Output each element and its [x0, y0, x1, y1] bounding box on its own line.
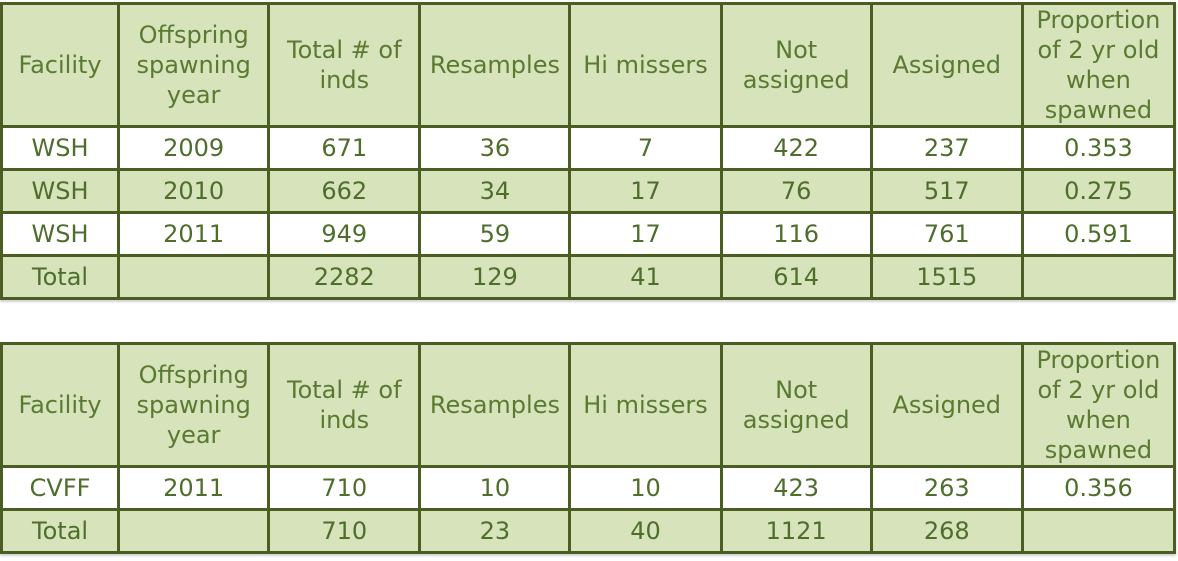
table-row: WSH 2009 671 36 7 422 237 0.353	[0, 125, 1177, 171]
cell-facility: CVFF	[0, 465, 121, 511]
total-hi-missers: 40	[568, 508, 723, 554]
total-proportion	[1020, 508, 1177, 554]
header-proportion: Proportion of 2 yr old when spawned	[1020, 342, 1177, 468]
total-assigned: 1515	[869, 254, 1024, 300]
cell-hi-missers: 17	[568, 211, 723, 257]
header-row: Facility Offspring spawning year Total #…	[0, 342, 1177, 468]
header-hi-missers: Hi missers	[568, 2, 723, 128]
header-facility: Facility	[0, 342, 121, 468]
total-resamples: 23	[418, 508, 572, 554]
header-assigned: Assigned	[869, 2, 1024, 128]
header-resamples: Resamples	[418, 342, 572, 468]
cell-resamples: 36	[418, 125, 572, 171]
cell-hi-missers: 10	[568, 465, 723, 511]
cell-proportion: 0.275	[1020, 168, 1177, 214]
header-facility: Facility	[0, 2, 121, 128]
cell-assigned: 263	[869, 465, 1024, 511]
total-label: Total	[0, 254, 121, 300]
cell-total-inds: 671	[267, 125, 422, 171]
cell-total-inds: 949	[267, 211, 422, 257]
table-row: WSH 2010 662 34 17 76 517 0.275	[0, 168, 1177, 214]
total-proportion	[1020, 254, 1177, 300]
cell-facility: WSH	[0, 125, 121, 171]
header-spawning-year: Offspring spawning year	[117, 2, 271, 128]
header-assigned: Assigned	[869, 342, 1024, 468]
cell-year: 2011	[117, 465, 271, 511]
cell-proportion: 0.356	[1020, 465, 1177, 511]
cell-facility: WSH	[0, 168, 121, 214]
cell-proportion: 0.591	[1020, 211, 1177, 257]
header-resamples: Resamples	[418, 2, 572, 128]
cell-year: 2010	[117, 168, 271, 214]
total-inds: 2282	[267, 254, 422, 300]
total-label: Total	[0, 508, 121, 554]
cell-resamples: 34	[418, 168, 572, 214]
total-assigned: 268	[869, 508, 1024, 554]
cell-proportion: 0.353	[1020, 125, 1177, 171]
cell-not-assigned: 76	[719, 168, 873, 214]
cell-assigned: 517	[869, 168, 1024, 214]
cell-total-inds: 662	[267, 168, 422, 214]
header-hi-missers: Hi missers	[568, 342, 723, 468]
total-year	[117, 254, 271, 300]
cell-not-assigned: 422	[719, 125, 873, 171]
total-inds: 710	[267, 508, 422, 554]
cell-not-assigned: 423	[719, 465, 873, 511]
total-not-assigned: 1121	[719, 508, 873, 554]
header-proportion: Proportion of 2 yr old when spawned	[1020, 2, 1177, 128]
cell-resamples: 10	[418, 465, 572, 511]
total-resamples: 129	[418, 254, 572, 300]
cell-assigned: 237	[869, 125, 1024, 171]
table-row: CVFF 2011 710 10 10 423 263 0.356	[0, 465, 1177, 511]
table-row: WSH 2011 949 59 17 116 761 0.591	[0, 211, 1177, 257]
cell-hi-missers: 7	[568, 125, 723, 171]
cell-not-assigned: 116	[719, 211, 873, 257]
header-spawning-year: Offspring spawning year	[117, 342, 271, 468]
total-not-assigned: 614	[719, 254, 873, 300]
table-cvff: Facility Offspring spawning year Total #…	[0, 342, 1177, 554]
cell-facility: WSH	[0, 211, 121, 257]
header-not-assigned: Not assigned	[719, 2, 873, 128]
total-year	[117, 508, 271, 554]
header-total-inds: Total # of inds	[267, 2, 422, 128]
cell-total-inds: 710	[267, 465, 422, 511]
table-wsh: Facility Offspring spawning year Total #…	[0, 2, 1177, 300]
header-total-inds: Total # of inds	[267, 342, 422, 468]
header-row: Facility Offspring spawning year Total #…	[0, 2, 1177, 128]
header-not-assigned: Not assigned	[719, 342, 873, 468]
total-hi-missers: 41	[568, 254, 723, 300]
cell-resamples: 59	[418, 211, 572, 257]
cell-assigned: 761	[869, 211, 1024, 257]
cell-year: 2009	[117, 125, 271, 171]
total-row: Total 2282 129 41 614 1515	[0, 254, 1177, 300]
total-row: Total 710 23 40 1121 268	[0, 508, 1177, 554]
cell-year: 2011	[117, 211, 271, 257]
cell-hi-missers: 17	[568, 168, 723, 214]
